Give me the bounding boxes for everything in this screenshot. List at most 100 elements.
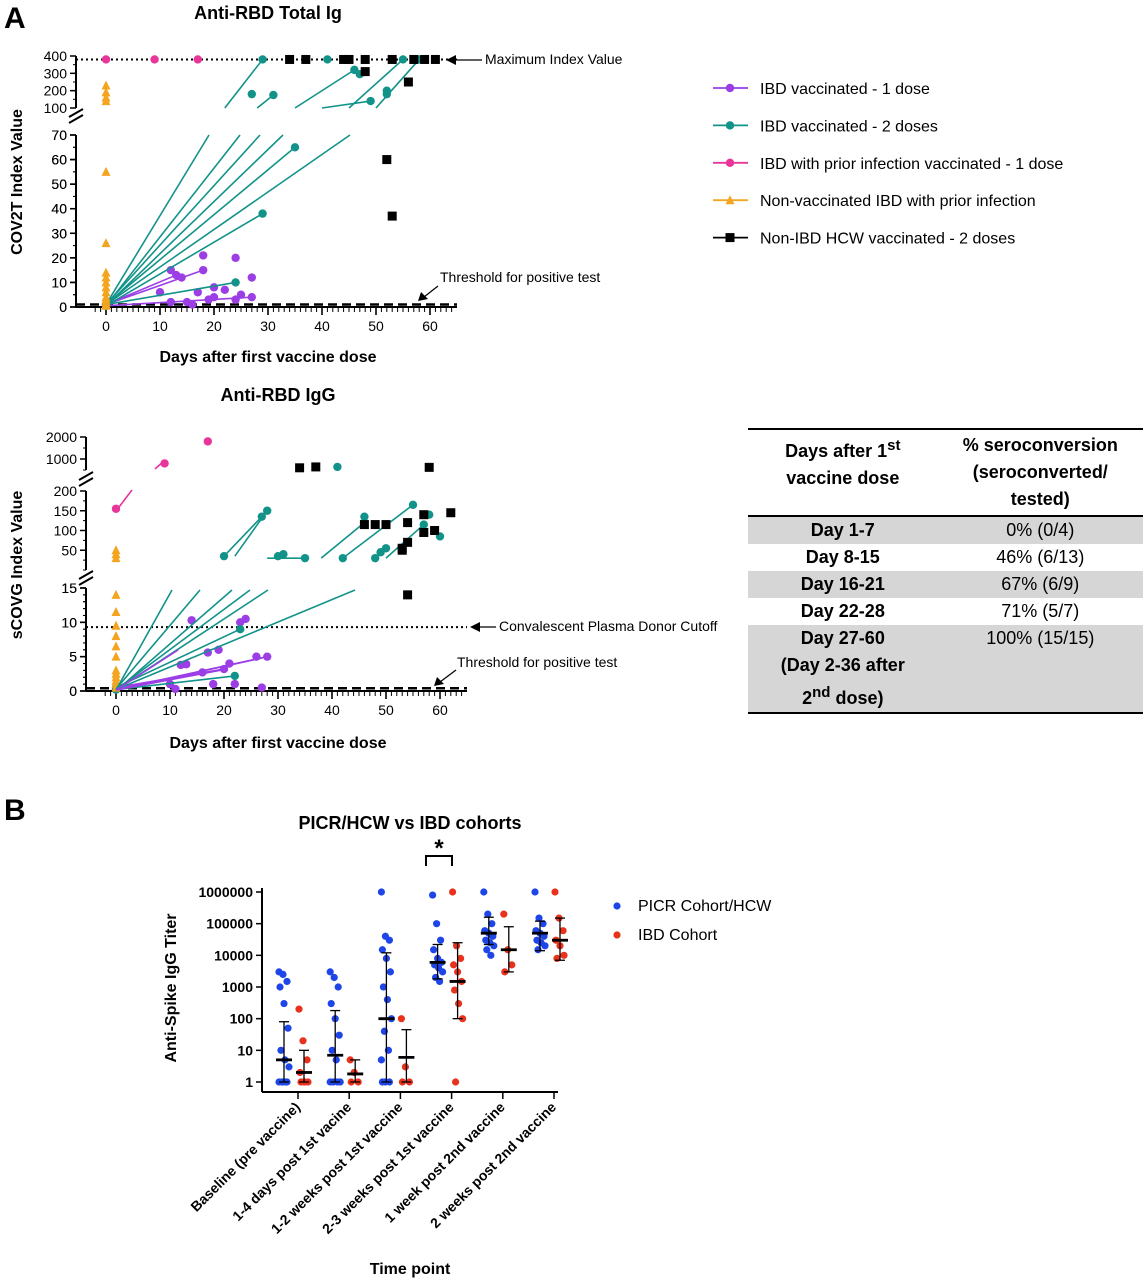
data-point (280, 999, 288, 1008)
x-tick-label: 60 (432, 702, 448, 718)
data-point (490, 942, 498, 950)
data-point (295, 463, 305, 473)
data-point (551, 888, 559, 896)
data-point (420, 54, 430, 64)
series-line (116, 589, 233, 691)
legend-marker (613, 902, 621, 910)
x-tick-label: 20 (206, 318, 222, 334)
series-line (116, 589, 251, 690)
panel-label-a: A (4, 2, 26, 35)
legend-label: IBD vaccinated - 2 doses (760, 118, 938, 135)
series-line (223, 516, 263, 557)
significance-star: * (434, 835, 444, 862)
data-point (166, 297, 175, 307)
chart2-annotation-arrows (434, 622, 496, 686)
legend-label: IBD with prior infection vaccinated - 1 … (760, 156, 1063, 173)
data-point (101, 267, 111, 277)
data-point (263, 652, 272, 661)
data-point (326, 968, 334, 976)
data-point (101, 55, 111, 64)
series-line (115, 657, 263, 691)
table-row: Day 1-7 0% (0/4) (748, 516, 1143, 544)
legend-marker (725, 195, 735, 205)
data-point (285, 54, 295, 64)
data-point (285, 1063, 293, 1071)
table-cell-value: 46% (6/13) (996, 547, 1085, 567)
data-point (335, 1031, 343, 1039)
data-point (101, 282, 111, 292)
data-point (439, 968, 447, 976)
data-point (111, 620, 121, 630)
legend-marker (613, 931, 621, 939)
data-point (171, 684, 180, 694)
series-line (348, 58, 404, 109)
y-tick-label: 100 (44, 100, 68, 116)
data-point (236, 290, 246, 299)
data-point (401, 1063, 409, 1071)
data-point (541, 942, 549, 950)
chart1-xlabel: Days after first vaccine dose (160, 349, 377, 366)
x-tick-label: 30 (270, 702, 286, 718)
data-point (560, 951, 568, 959)
data-point (111, 651, 121, 661)
data-point (247, 273, 256, 282)
data-point (387, 54, 397, 64)
data-point (279, 970, 287, 978)
data-point (279, 550, 288, 559)
axis-break-mark (68, 108, 84, 118)
y-tick-label: 0 (59, 299, 67, 315)
data-point (359, 520, 369, 530)
y-tick-label: 1000000 (198, 884, 253, 900)
y-tick-label: 0 (69, 683, 77, 699)
table-row: Day 27-60 (Day 2-36 after 2nd dose) 100% (… (748, 625, 1143, 713)
data-point (230, 671, 239, 681)
data-point (330, 973, 338, 982)
data-point (219, 551, 229, 561)
y-tick-label: 60 (51, 152, 67, 168)
data-point (101, 87, 111, 97)
data-point (371, 553, 380, 563)
series-line (154, 460, 165, 470)
data-point (328, 1046, 336, 1054)
data-point (263, 506, 272, 515)
data-point (334, 983, 342, 991)
data-point (360, 512, 369, 521)
y-tick-label: 0 (69, 683, 77, 699)
data-point (403, 590, 413, 600)
data-point (300, 553, 310, 563)
table-header-row: Days after 1st vaccine dose % seroconvers… (748, 429, 1143, 516)
data-point (531, 888, 539, 896)
legend-label: IBD vaccinated - 1 dose (760, 81, 930, 98)
y-tick-label: 5 (69, 649, 77, 665)
y-tick-label: 2000 (46, 429, 77, 445)
data-point (429, 891, 437, 899)
y-tick-label: 100000 (206, 916, 253, 932)
data-point (290, 143, 300, 152)
series-line (105, 296, 252, 307)
table-header-seroconversion: % seroconversion (seroconverted/tested) (962, 435, 1118, 509)
data-point (257, 512, 266, 521)
y-tick-label: 60 (51, 152, 67, 168)
data-point (379, 983, 387, 991)
data-point (150, 55, 159, 64)
legend-label: IBD Cohort (638, 927, 718, 944)
data-point (366, 96, 375, 106)
data-point (403, 518, 413, 528)
series-line (105, 134, 261, 306)
data-point (457, 954, 465, 963)
data-point (101, 272, 111, 282)
data-point (449, 888, 457, 896)
y-tick-label: 5 (69, 649, 77, 665)
y-tick-label: 1000 (222, 979, 253, 995)
data-point (236, 625, 245, 634)
series-line (115, 589, 201, 690)
chart2-cutoff-annotation: Convalescent Plasma Donor Cutoff (499, 618, 718, 634)
y-tick-label: 30 (51, 225, 67, 241)
y-tick-label: 15 (61, 580, 77, 596)
series-line (115, 675, 235, 691)
data-point (327, 999, 335, 1008)
x-tick-label: 50 (378, 702, 394, 718)
legend-label: Non-vaccinated IBD with prior infection (760, 193, 1036, 210)
table-cell-day: Day 27-60 (Day 2-36 after 2nd dose) (748, 625, 938, 713)
